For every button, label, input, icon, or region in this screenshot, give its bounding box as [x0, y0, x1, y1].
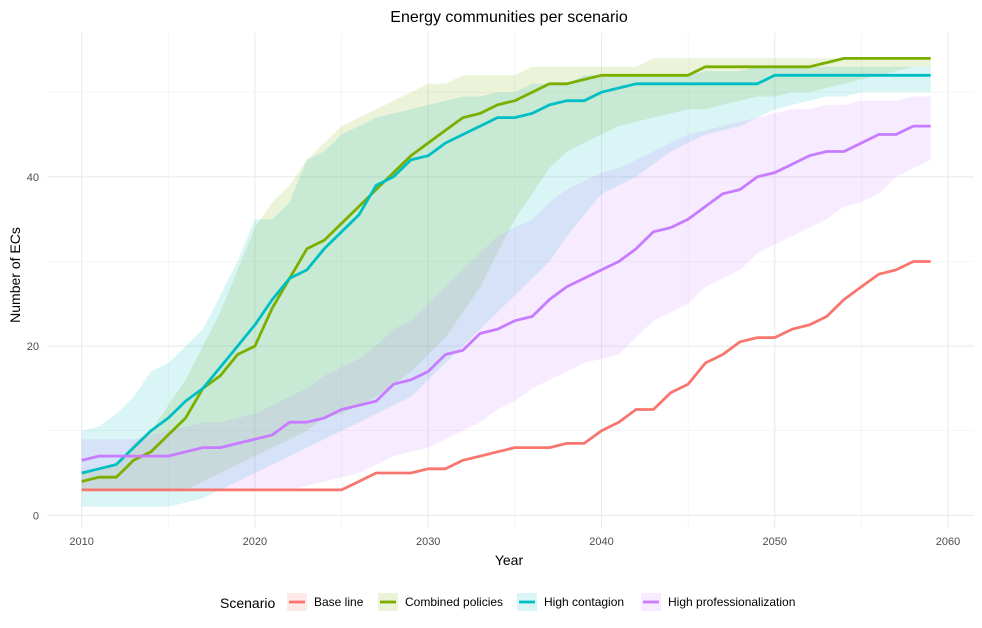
x-tick-label: 2050 — [762, 536, 786, 548]
series-lines — [81, 57, 931, 492]
legend-label: High contagion — [544, 595, 624, 609]
chart-title: Energy communities per scenario — [390, 9, 628, 26]
y-axis-ticks: 0 20 40 — [27, 172, 39, 522]
legend-label: Combined policies — [405, 595, 503, 609]
grid — [47, 33, 974, 528]
y-tick-label: 20 — [27, 341, 39, 353]
x-tick-label: 2010 — [69, 536, 93, 548]
line-high-professionalization — [81, 124, 931, 462]
legend-item-high-contagion: High contagion — [517, 593, 624, 611]
x-tick-label: 2040 — [589, 536, 613, 548]
confidence-bands — [81, 58, 931, 507]
y-tick-label: 40 — [27, 172, 39, 184]
legend-item-base-line: Base line — [287, 593, 364, 611]
x-tick-label: 2060 — [936, 536, 960, 548]
y-tick-label: 0 — [33, 510, 39, 522]
legend-label: Base line — [314, 595, 364, 609]
band-high-professionalization — [81, 96, 931, 490]
legend-title: Scenario — [220, 595, 275, 611]
legend-item-high-professionalization: High professionalization — [641, 593, 795, 611]
band-combined-policies — [81, 58, 931, 490]
line-combined-policies — [81, 57, 931, 483]
x-tick-label: 2030 — [416, 536, 440, 548]
x-axis-ticks: 2010 2020 2030 2040 2050 2060 — [69, 536, 960, 548]
legend: Scenario Base line Combined policies High … — [220, 593, 795, 611]
line-high-contagion — [81, 73, 931, 475]
legend-label: High professionalization — [668, 595, 795, 609]
x-tick-label: 2020 — [243, 536, 267, 548]
legend-item-combined-policies: Combined policies — [378, 593, 503, 611]
band-high-contagion — [81, 66, 931, 507]
line-base-line — [81, 260, 931, 492]
x-axis-title: Year — [495, 552, 524, 568]
y-axis-title: Number of ECs — [7, 227, 23, 323]
